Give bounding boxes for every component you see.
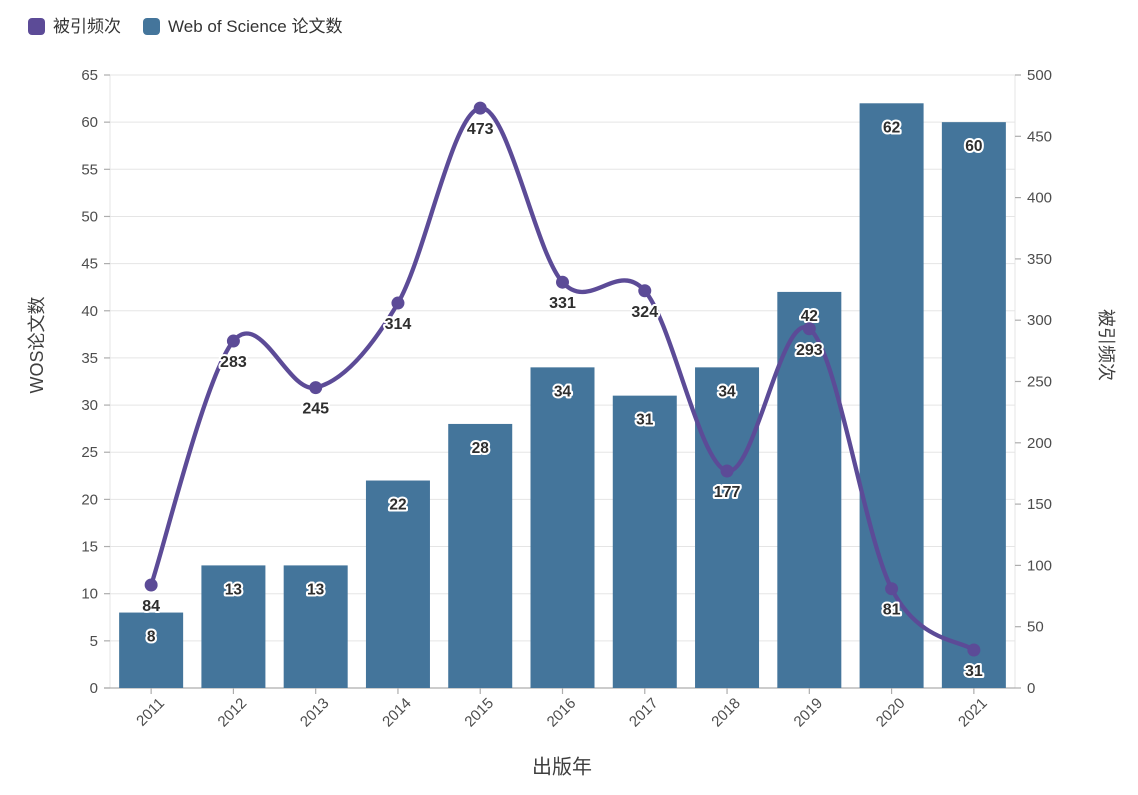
y-right-tick-label: 150: [1027, 496, 1052, 513]
line-label-2016: 331: [549, 295, 576, 312]
line-point-2015: [473, 101, 487, 115]
x-tick-label-2011: 2011: [133, 695, 168, 730]
bar-label-2021: 60: [965, 138, 982, 155]
bar-2018: [695, 367, 760, 688]
legend-swatch-citations-icon: [28, 18, 45, 35]
legend-item-wos-papers[interactable]: Web of Science 论文数: [143, 18, 342, 35]
line-label-2011: 84: [142, 598, 160, 615]
bar-2016: [530, 367, 595, 688]
bar-label-2020: 62: [883, 119, 900, 136]
x-tick-label-2017: 2017: [626, 695, 662, 731]
y-left-tick-label: 10: [81, 586, 98, 603]
legend-label-wos-papers: Web of Science 论文数: [168, 17, 343, 36]
x-tick-label-2013: 2013: [297, 695, 333, 731]
line-point-2013: [309, 381, 323, 395]
line-point-2018: [720, 464, 734, 478]
x-tick-label-2014: 2014: [379, 695, 415, 731]
y-right-tick-label: 400: [1027, 190, 1052, 207]
line-label-2017: 324: [631, 304, 658, 321]
bar-2020: [859, 103, 924, 689]
bar-2019: [777, 291, 842, 688]
y-left-tick-label: 0: [90, 680, 98, 697]
line-point-2021: [967, 643, 981, 657]
bar-2012: [201, 565, 266, 688]
bar-labels: 8 13 13 22 28 34 31 34 42 62 60: [145, 117, 985, 647]
y-right-tick-label: 0: [1027, 680, 1035, 697]
line-point-2016: [556, 275, 569, 289]
bar-2011: [119, 612, 184, 688]
bar-2021: [941, 122, 1006, 688]
line-label-2013: 245: [302, 401, 329, 418]
y-left-tick-label: 55: [81, 161, 98, 178]
y-right-tick-label: 200: [1027, 435, 1052, 452]
legend-swatch-wos-papers-icon: [143, 18, 160, 35]
x-tick-label-2015: 2015: [461, 695, 497, 731]
line-labels: 84 283 245 314 473 331 324 177 293 81 31: [140, 119, 985, 682]
x-axis-title: 出版年: [532, 756, 592, 779]
line-point-2017: [638, 284, 652, 298]
y-left-tick-label: 30: [81, 397, 98, 414]
y-left-tick-label: 45: [81, 256, 98, 273]
line-markers: [144, 101, 981, 657]
legend-item-citations[interactable]: 被引频次: [28, 18, 121, 35]
bar-label-2014: 22: [389, 497, 406, 514]
x-tick-label-2012: 2012: [215, 695, 251, 731]
line-label-2020: 81: [883, 602, 901, 619]
line-label-2012: 283: [220, 354, 247, 371]
y-axis-title-right: 被引频次: [1096, 309, 1116, 381]
y-left-tick-label: 15: [81, 539, 98, 556]
bar-2013: [283, 565, 348, 688]
line-label-2019: 293: [796, 342, 823, 359]
y-left-tick-label: 60: [81, 114, 98, 131]
chart-legend: 被引频次 Web of Science 论文数: [28, 18, 342, 35]
x-tick-label-2021: 2021: [955, 695, 991, 731]
y-left-tick-label: 65: [81, 67, 98, 84]
x-tick-label-2016: 2016: [544, 695, 580, 731]
bar-label-2018: 34: [718, 383, 736, 400]
x-tick-label-2019: 2019: [791, 695, 827, 731]
x-tick-label-2020: 2020: [873, 695, 909, 731]
line-point-2019: [802, 322, 816, 336]
y-axis-title-left: WOS论文数: [27, 296, 47, 394]
line-point-2011: [144, 578, 158, 592]
bar-label-2017: 31: [636, 412, 654, 429]
y-left-tick-label: 25: [81, 444, 98, 461]
bar-2014: [365, 480, 430, 688]
bar-2015: [448, 423, 513, 688]
y-right-tick-label: 300: [1027, 312, 1052, 329]
y-right-tick-label: 450: [1027, 128, 1052, 145]
y-right-tick-label: 500: [1027, 67, 1052, 84]
line-label-2015: 473: [467, 121, 494, 138]
bar-label-2011: 8: [147, 629, 156, 646]
y-right-tick-label: 100: [1027, 557, 1052, 574]
line-point-2014: [391, 296, 405, 310]
line-label-2018: 177: [714, 484, 741, 501]
line-point-2012: [226, 334, 240, 348]
x-tick-label-2018: 2018: [708, 695, 744, 731]
y-left-tick-label: 50: [81, 208, 98, 225]
y-left-tick-label: 35: [81, 350, 98, 367]
y-left-tick-label: 5: [90, 633, 98, 650]
line-point-2020: [885, 582, 899, 596]
y-left-tick-label: 20: [81, 491, 98, 508]
y-right-tick-label: 350: [1027, 251, 1052, 268]
bar-label-2013: 13: [307, 581, 325, 598]
bar-2017: [612, 395, 677, 688]
line-label-2014: 314: [385, 316, 412, 333]
bar-label-2015: 28: [472, 440, 490, 457]
bar-label-2016: 34: [554, 383, 572, 400]
line-label-2021: 31: [965, 663, 983, 680]
y-right-tick-label: 250: [1027, 374, 1052, 391]
bar-label-2012: 13: [225, 581, 243, 598]
y-right-tick-label: 50: [1027, 619, 1044, 636]
legend-label-citations: 被引频次: [53, 17, 121, 36]
bar-label-2019: 42: [801, 308, 818, 325]
y-left-tick-label: 40: [81, 303, 98, 320]
